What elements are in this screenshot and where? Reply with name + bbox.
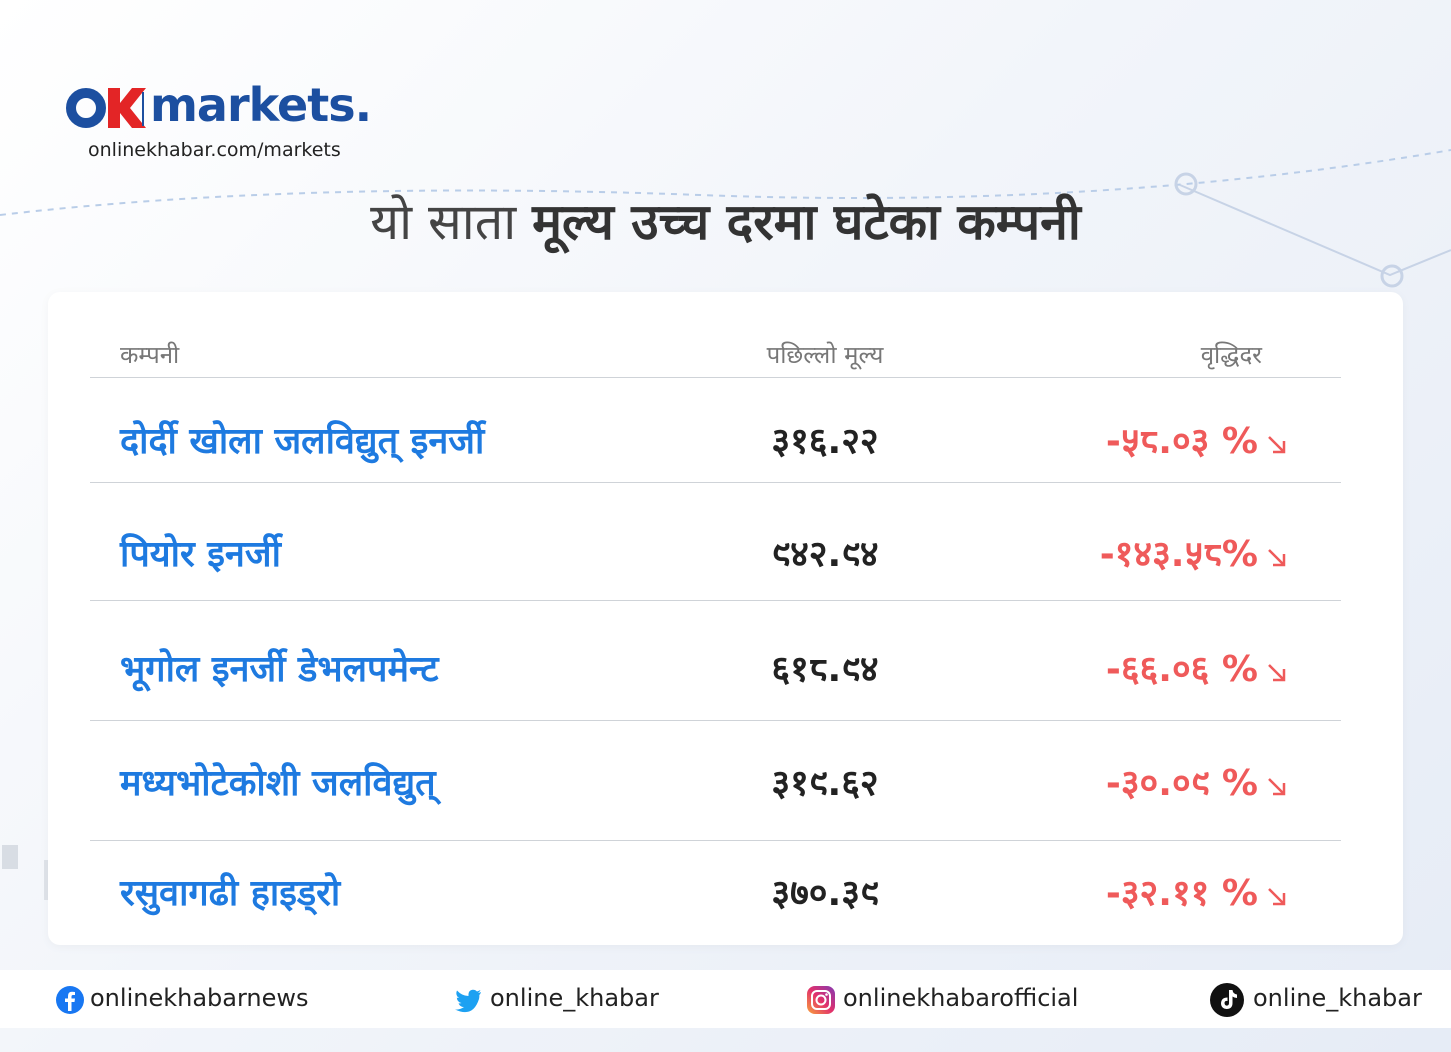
company-name: दोर्दी खोला जलविद्युत् इनर्जी (120, 421, 485, 462)
company-name: भूगोल इनर्जी डेभलपमेन्ट (120, 649, 439, 690)
change-rate: -५८.०३ % (1105, 421, 1258, 462)
column-header: पछिल्लो मूल्य (766, 341, 884, 369)
logo-k (108, 88, 146, 128)
company-name: पियोर इनर्जी (120, 534, 281, 575)
decor-dot (1380, 264, 1404, 288)
decor-dot (1174, 172, 1198, 196)
change-rate: -६६.०६ % (1105, 649, 1258, 690)
column-header: कम्पनी (120, 341, 180, 369)
title-bold: मूल्य उच्च दरमा घटेका कम्पनी (532, 193, 1081, 251)
decor-candle (2, 845, 18, 869)
arrow-glyph (1268, 436, 1286, 454)
logo-o (66, 88, 106, 128)
twitter-handle: online_khabar (490, 984, 659, 1012)
facebook-icon (56, 986, 84, 1014)
title-light: यो साता (370, 193, 517, 251)
column-header: वृद्धिदर (1200, 341, 1262, 369)
arrow-glyph (1268, 778, 1286, 796)
last-price: ६१८.९४ (771, 649, 879, 690)
header-rule (90, 377, 1341, 378)
logo-divider (142, 92, 144, 126)
arrow-glyph (1268, 549, 1286, 567)
down-arrow-icon (1264, 774, 1290, 800)
down-arrow-icon (1264, 432, 1290, 458)
down-arrow-icon (1264, 884, 1290, 910)
last-price: ९४२.९४ (771, 534, 879, 575)
logo-text: markets. (150, 78, 372, 132)
logo-mark (66, 88, 146, 128)
tiktok-handle: online_khabar (1253, 984, 1422, 1012)
tiktok-icon (1210, 983, 1244, 1017)
decor-line (0, 149, 1451, 216)
table-card (48, 292, 1403, 945)
decor-line (1179, 184, 1451, 277)
instagram-handle: onlinekhabarofficial (843, 984, 1079, 1012)
row-rule (90, 720, 1341, 721)
change-rate: -३०.०९ % (1105, 763, 1258, 804)
twitter-icon (455, 989, 481, 1013)
footer (0, 970, 1451, 1028)
company-name: मध्यभोटेकोशी जलविद्युत् (120, 763, 436, 804)
down-arrow-icon (1264, 545, 1290, 571)
facebook-handle: onlinekhabarnews (90, 984, 309, 1012)
last-price: ३७०.३९ (771, 873, 879, 914)
change-rate: -१४३.५८% (1099, 534, 1258, 575)
row-rule (90, 600, 1341, 601)
company-name: रसुवागढी हाइड्रो (120, 873, 341, 914)
last-price: ३१६.२२ (771, 421, 879, 462)
arrow-glyph (1268, 888, 1286, 906)
change-rate: -३२.११ % (1105, 873, 1258, 914)
site-url: onlinekhabar.com/markets (88, 139, 341, 161)
down-arrow-icon (1264, 660, 1290, 686)
row-rule (90, 840, 1341, 841)
instagram-icon (807, 986, 835, 1014)
title: यो साता मूल्य उच्च दरमा घटेका कम्पनी (0, 186, 1451, 254)
last-price: ३१९.६२ (771, 763, 879, 804)
arrow-glyph (1268, 664, 1286, 682)
row-rule (90, 482, 1341, 483)
